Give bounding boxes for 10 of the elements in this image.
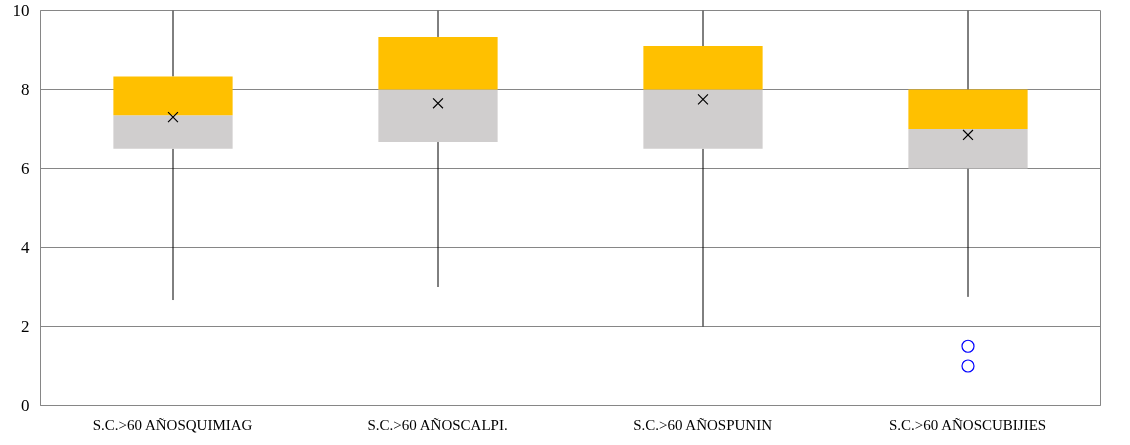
y-tick-label: 10 <box>12 1 30 20</box>
y-tick-label: 0 <box>21 396 30 415</box>
x-tick-label: S.C.>60 AÑOSPUNIN <box>633 416 773 433</box>
y-tick-label: 8 <box>21 80 30 99</box>
y-tick-label: 2 <box>21 317 30 336</box>
x-tick-label: S.C.>60 AÑOSQUIMIAG <box>92 416 253 433</box>
x-tick-label: S.C.>60 AÑOSCALPI. <box>367 416 508 433</box>
y-tick-label: 4 <box>21 238 30 257</box>
y-tick-label: 6 <box>21 159 30 178</box>
x-tick-label: S.C.>60 AÑOSCUBIJIES <box>888 416 1047 433</box>
